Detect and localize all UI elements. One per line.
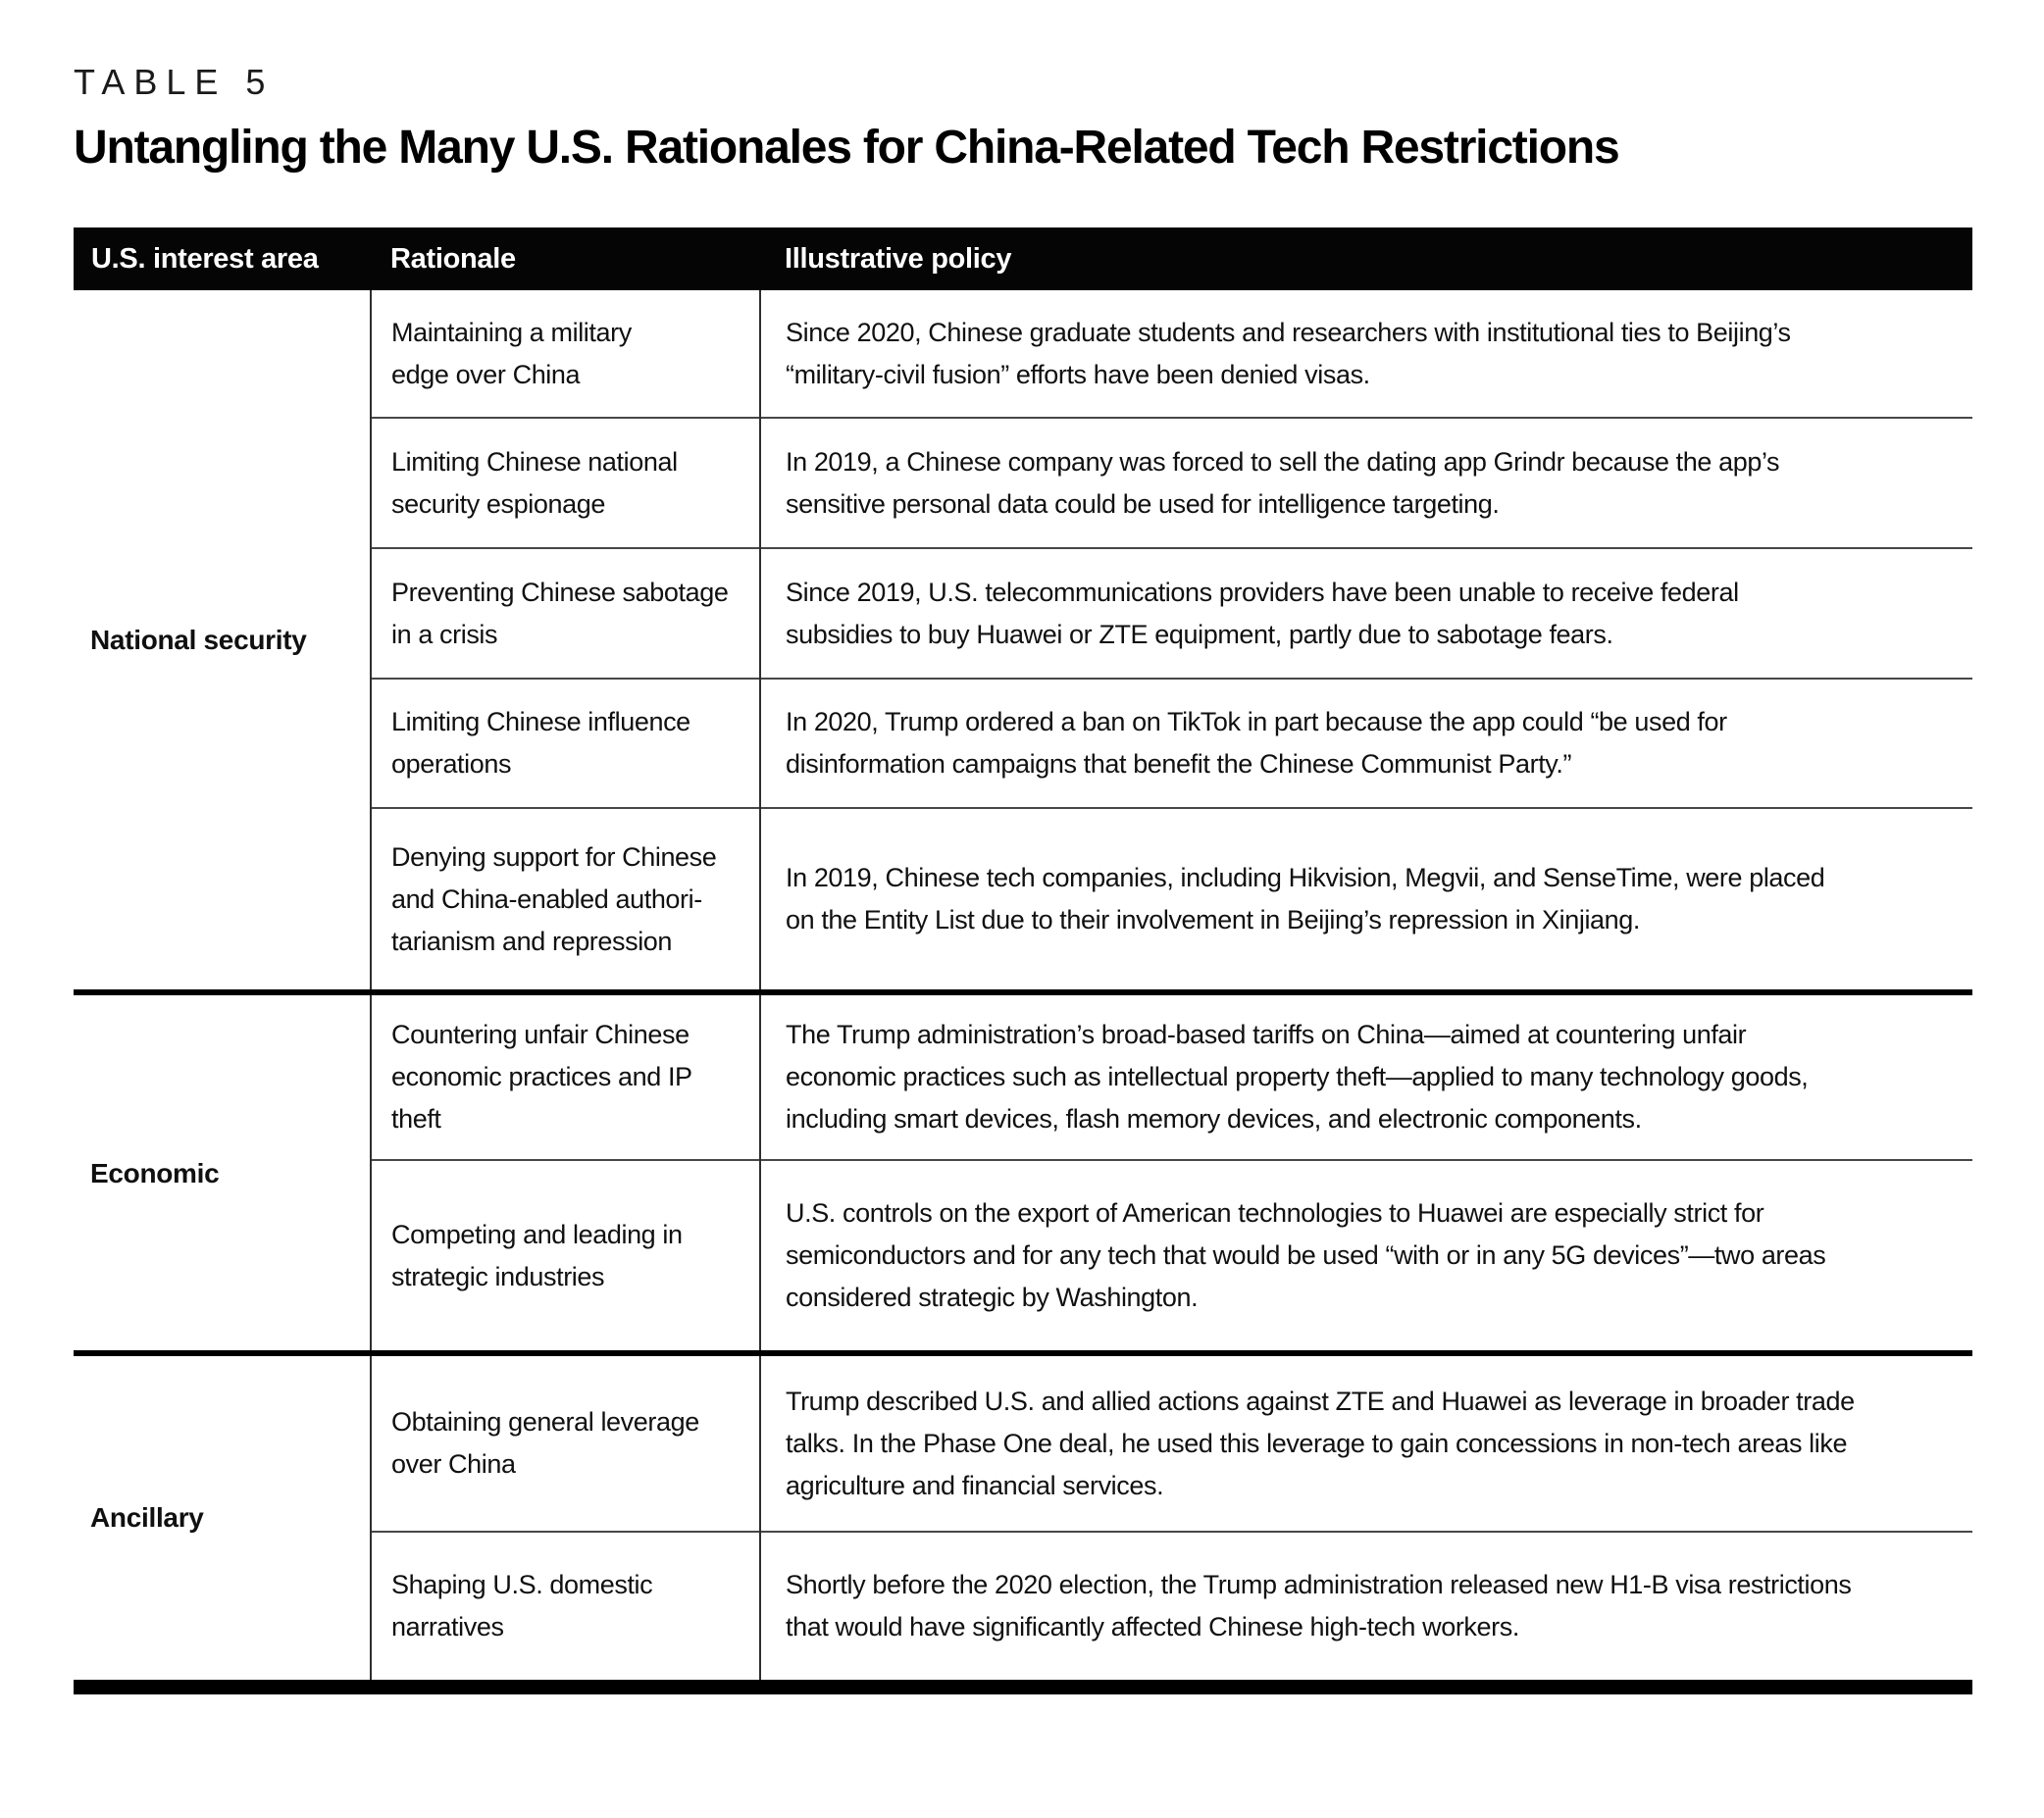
policy-cell: U.S. controls on the export of American … xyxy=(759,1159,1972,1353)
rationale-cell: Preventing Chinese sabotage in a crisis xyxy=(370,547,760,679)
interest-area-cell: Economic xyxy=(74,989,371,1353)
interest-area-cell: National security xyxy=(90,625,307,655)
rationale-cell: Maintaining a military edge over China xyxy=(370,290,760,418)
table-row: National security Maintaining a military … xyxy=(74,290,1972,655)
rationale-cell: Countering unfair Chinese economic pract… xyxy=(370,989,760,1160)
policy-cell: In 2020, Trump ordered a ban on TikTok i… xyxy=(759,678,1972,808)
policy-cell: Since 2020, Chinese graduate students an… xyxy=(759,290,1972,418)
table-row: Limiting Chinese national security espio… xyxy=(74,417,1972,548)
rationales-table: U.S. interest area Rationale Illustrativ… xyxy=(74,227,1972,1694)
table-row: Denying support for Chinese and China-en… xyxy=(74,807,1972,992)
policy-cell: The Trump administration’s broad-based t… xyxy=(759,989,1972,1160)
column-header-illustrative-policy: Illustrative policy xyxy=(760,227,1972,290)
policy-cell: Trump described U.S. and allied actions … xyxy=(759,1350,1972,1532)
table-row: Ancillary Obtaining general leverage over… xyxy=(74,1350,1972,1687)
rationale-cell: Limiting Chinese influence operations xyxy=(370,678,760,808)
section-ancillary: Ancillary Obtaining general leverage over… xyxy=(74,1350,1972,1687)
table-row: Shaping U.S. domestic narratives Shortly … xyxy=(74,1531,1972,1687)
policy-cell: In 2019, Chinese tech companies, includi… xyxy=(759,807,1972,992)
policy-cell: In 2019, a Chinese company was forced to… xyxy=(759,417,1972,548)
page: TABLE 5 Untangling the Many U.S. Rationa… xyxy=(74,62,1972,1694)
rationale-cell: Shaping U.S. domestic narratives xyxy=(370,1531,760,1687)
header-row: U.S. interest area Rationale Illustrativ… xyxy=(74,227,1972,290)
table-header: U.S. interest area Rationale Illustrativ… xyxy=(74,227,1972,290)
table-row: Economic Countering unfair Chinese econom… xyxy=(74,989,1972,1353)
rationale-cell: Denying support for Chinese and China-en… xyxy=(370,807,760,992)
page-title: Untangling the Many U.S. Rationales for … xyxy=(74,122,1620,174)
section-economic: Economic Countering unfair Chinese econom… xyxy=(74,989,1972,1353)
table-row: Preventing Chinese sabotage in a crisis S… xyxy=(74,547,1972,679)
interest-area-cell: Ancillary xyxy=(74,1350,371,1687)
rationale-cell: Obtaining general leverage over China xyxy=(370,1350,760,1532)
rationale-cell: Competing and leading in strategic indus… xyxy=(370,1159,760,1353)
table-row: Limiting Chinese influence operations In … xyxy=(74,678,1972,808)
policy-cell: Since 2019, U.S. telecommunications prov… xyxy=(759,547,1972,679)
policy-cell: Shortly before the 2020 election, the Tr… xyxy=(759,1531,1972,1687)
column-header-rationale: Rationale xyxy=(371,227,760,290)
column-header-interest-area: U.S. interest area xyxy=(74,227,371,290)
table-label: TABLE 5 xyxy=(74,62,275,102)
section-national-security: National security Maintaining a military … xyxy=(74,290,1972,992)
rationale-cell: Limiting Chinese national security espio… xyxy=(370,417,760,548)
table-row: Competing and leading in strategic indus… xyxy=(74,1159,1972,1353)
